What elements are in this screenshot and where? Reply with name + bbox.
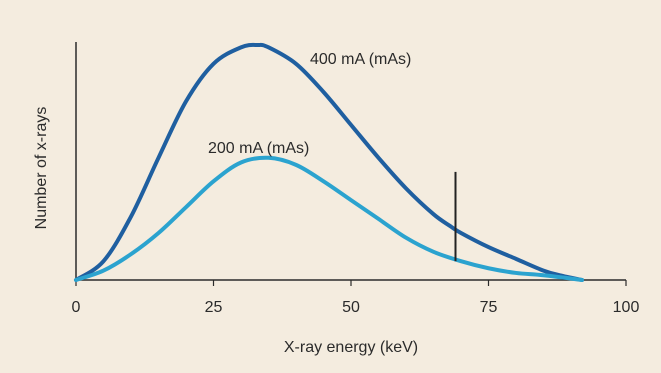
- x-ticks: 0 25 50 75 100: [72, 280, 640, 316]
- series-line-200ma: [74, 155, 584, 282]
- x-axis-title: X-ray energy (keV): [284, 339, 418, 356]
- y-axis-title: Number of x-rays: [33, 107, 50, 230]
- series-label-400ma: 400 mA (mAs): [310, 51, 411, 68]
- x-tick-label: 50: [342, 299, 360, 316]
- x-tick-label: 0: [72, 299, 81, 316]
- x-tick-label: 75: [480, 299, 498, 316]
- series-layer: [74, 42, 584, 282]
- x-tick-label: 25: [205, 299, 223, 316]
- series-label-200ma: 200 mA (mAs): [208, 140, 309, 157]
- series-line-400ma: [74, 42, 584, 282]
- x-tick-label: 100: [613, 299, 640, 316]
